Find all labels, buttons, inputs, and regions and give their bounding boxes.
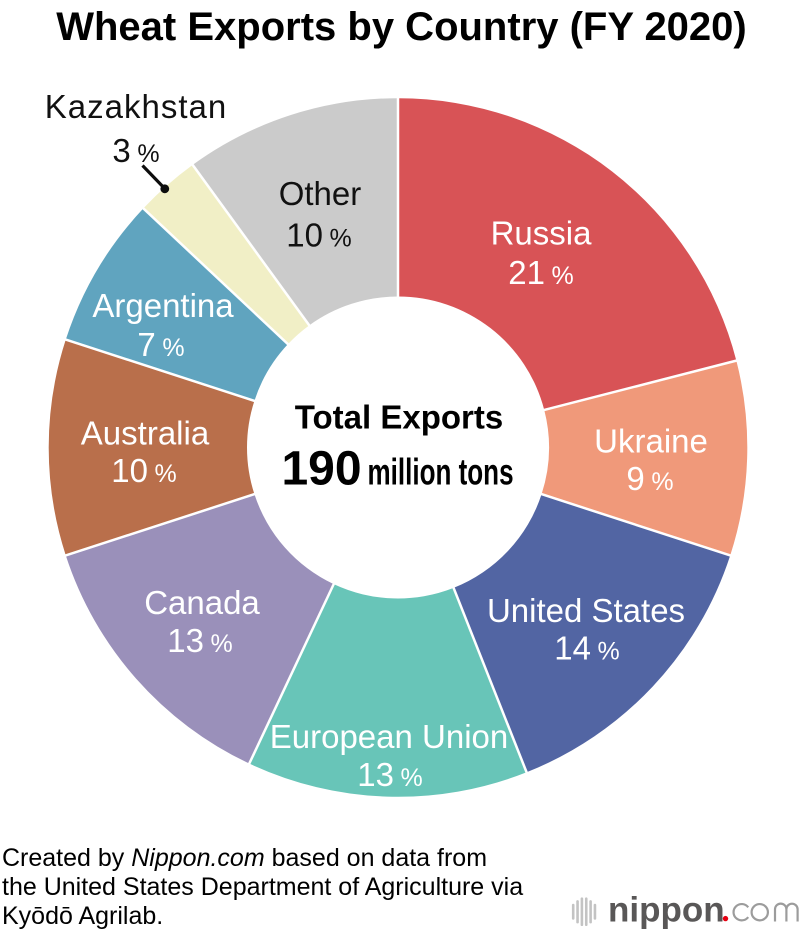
svg-text:Created by Nippon.com based on: Created by Nippon.com based on data from <box>2 844 487 872</box>
svg-text:Argentina: Argentina <box>92 287 234 324</box>
svg-text:United States: United States <box>487 592 685 629</box>
svg-text:the United States Department o: the United States Department of Agricult… <box>2 873 523 901</box>
svg-text:Kazakhstan: Kazakhstan <box>45 88 227 125</box>
svg-text:Kyōdō Agrilab.: Kyōdō Agrilab. <box>2 902 163 930</box>
svg-text:Wheat Exports by Country (FY 2: Wheat Exports by Country (FY 2020) <box>56 5 747 49</box>
svg-text:Canada: Canada <box>144 584 260 621</box>
svg-text:Total Exports: Total Exports <box>295 398 503 435</box>
svg-text:Ukraine: Ukraine <box>594 423 708 460</box>
svg-text:Russia: Russia <box>491 215 593 252</box>
svg-text:Other: Other <box>279 175 362 212</box>
svg-text:21 %: 21 % <box>508 254 574 291</box>
svg-text:European Union: European Union <box>270 718 509 755</box>
svg-text:nippon: nippon <box>608 891 725 930</box>
svg-text:13 %: 13 % <box>357 756 423 793</box>
svg-text:Australia: Australia <box>81 415 210 452</box>
